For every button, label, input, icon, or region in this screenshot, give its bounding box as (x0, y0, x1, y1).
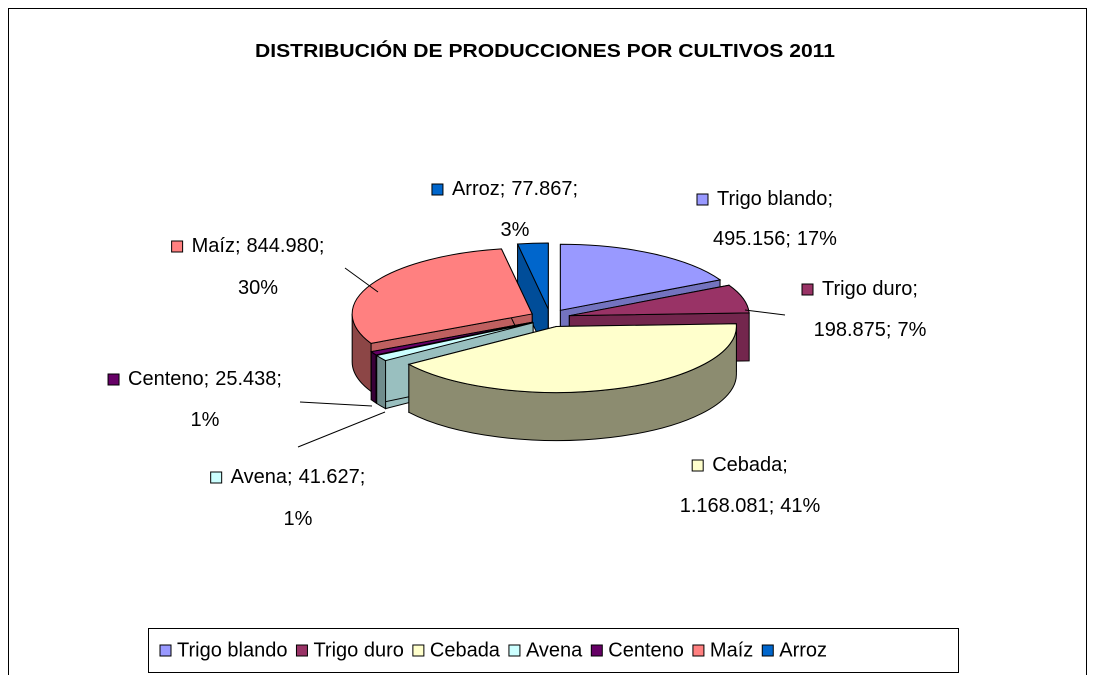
data-label-part: ; (886, 319, 892, 341)
slice-wall (376, 354, 387, 410)
slice-top (351, 248, 533, 344)
legend-swatch (508, 644, 521, 657)
data-label-part: ; (500, 178, 506, 200)
data-label-part: Cebada (712, 454, 783, 476)
legend-label: Trigo blando (177, 639, 287, 661)
slice-top (407, 323, 737, 394)
data-label-part: 495.156 (713, 228, 785, 250)
legend-swatch (412, 644, 425, 657)
data-label-part: ; (319, 235, 325, 257)
legend-label: Maíz (710, 639, 753, 661)
data-label-part: ; (782, 454, 788, 476)
data-label-part: Avena (231, 466, 288, 488)
data-label: Maíz; 844.980; (192, 235, 325, 257)
data-label-part: Trigo blando (717, 188, 827, 210)
slice-top (375, 322, 534, 362)
data-label-part: 41.627 (299, 466, 360, 488)
data-label: 1% (191, 409, 220, 431)
legend-swatch (761, 644, 774, 657)
data-label-key (691, 459, 704, 472)
data-label: 1.168.081; 41% (680, 495, 821, 517)
slice-top (516, 242, 549, 310)
data-label-part: ; (572, 178, 578, 200)
data-label: Centeno; 25.438; (128, 368, 282, 390)
data-label-part: ; (360, 466, 366, 488)
data-label-part: 1% (191, 409, 220, 431)
leader-line (344, 267, 379, 293)
data-label: Avena; 41.627; (231, 466, 366, 488)
data-label-part: ; (769, 495, 775, 517)
data-label-part: 3% (501, 219, 530, 241)
data-label-part: 77.867 (511, 178, 572, 200)
legend-swatch (692, 644, 705, 657)
leader-line (299, 401, 373, 407)
data-label: 30% (238, 277, 278, 299)
data-label: 198.875; 7% (814, 319, 927, 341)
slice-top (559, 243, 722, 311)
data-label: Trigo duro; (822, 278, 918, 300)
data-label: 1% (284, 508, 313, 530)
data-label-part: 1.168.081 (680, 495, 769, 517)
legend-box (148, 628, 959, 673)
legend-swatch (159, 644, 172, 657)
legend-label: Avena (526, 639, 583, 661)
data-label-part: 30% (238, 277, 278, 299)
slice-wall (370, 350, 377, 404)
data-label-key (171, 240, 184, 253)
data-label-part: 25.438 (215, 368, 276, 390)
data-label-part: ; (287, 466, 293, 488)
data-label: Arroz; 77.867; (452, 178, 578, 200)
data-label-part: ; (785, 228, 791, 250)
data-label-part: Arroz (452, 178, 500, 200)
data-label-part: 1% (284, 508, 313, 530)
data-label-part: 7% (897, 319, 926, 341)
slice-top (370, 321, 533, 356)
data-label-key (107, 373, 120, 386)
data-label: 495.156; 17% (713, 228, 837, 250)
data-label-part: Maíz (192, 235, 235, 257)
legend-label: Centeno (608, 639, 684, 661)
data-label-part: ; (204, 368, 210, 390)
data-label-part: Centeno (128, 368, 204, 390)
data-label: Trigo blando; (717, 188, 833, 210)
data-label-part: ; (912, 278, 918, 300)
data-label-key (431, 183, 444, 196)
data-label-key (210, 471, 223, 484)
legend-swatch (295, 644, 308, 657)
legend-swatch (590, 644, 603, 657)
data-label-part: ; (276, 368, 282, 390)
leader-line (744, 309, 786, 316)
data-label: Cebada; (712, 454, 788, 476)
data-label-key (696, 193, 709, 206)
data-label-key (801, 283, 814, 296)
data-label-part: 41% (780, 495, 820, 517)
leader-line (297, 411, 386, 448)
data-label: 3% (501, 219, 530, 241)
slice (407, 323, 737, 442)
legend-label: Trigo duro (313, 639, 403, 661)
data-label-part: Trigo duro (822, 278, 912, 300)
data-label-part: ; (827, 188, 833, 210)
data-label-part: 17% (797, 228, 837, 250)
chart-border (8, 8, 1087, 675)
data-label-part: 198.875 (814, 319, 886, 341)
slice-top (569, 284, 750, 317)
data-label-part: 844.980 (247, 235, 319, 257)
chart-title: DISTRIBUCIÓN DE PRODUCCIONES POR CULTIVO… (255, 40, 835, 61)
legend-label: Arroz (779, 639, 827, 661)
data-label-part: ; (235, 235, 241, 257)
legend-label: Cebada (430, 639, 501, 661)
